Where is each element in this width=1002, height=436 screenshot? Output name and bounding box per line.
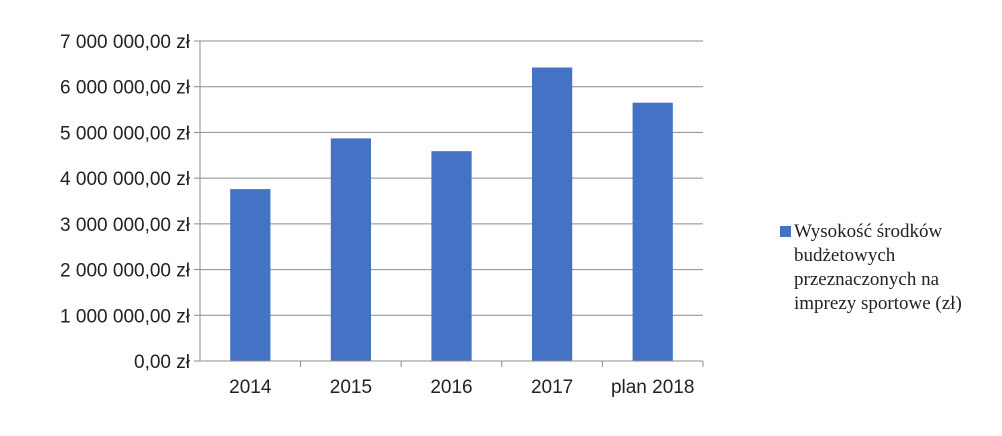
bar (531, 67, 573, 361)
y-axis-tick-label: 0,00 zł (134, 352, 191, 373)
y-axis-tick-label: 3 000 000,00 zł (60, 215, 191, 236)
bar (230, 189, 271, 361)
y-axis-tick-labels: 0,00 zł 1 000 000,00 zł 2 000 000,00 zł 3 0… (60, 32, 200, 373)
legend-swatch (780, 226, 791, 237)
x-axis-category-label: plan 2018 (611, 377, 694, 398)
x-axis-category-labels: 2014 2015 2016 2017 plan 2018 (229, 377, 694, 398)
y-axis-tick-label: 5 000 000,00 zł (60, 123, 191, 144)
bar (330, 138, 372, 361)
y-axis-tick-label: 4 000 000,00 zł (60, 169, 191, 190)
y-axis-tick-label: 6 000 000,00 zł (60, 78, 191, 99)
x-axis-category-label: 2016 (430, 377, 472, 398)
y-axis-tick-label: 7 000 000,00 zł (60, 32, 191, 53)
bar (431, 151, 472, 361)
x-axis-category-label: 2017 (531, 377, 573, 398)
legend-label: Wysokość środków budżetowych przeznaczon… (794, 221, 962, 314)
x-axis-category-label: 2015 (330, 377, 372, 398)
x-axis-category-label: 2014 (229, 377, 272, 398)
bars (230, 67, 673, 361)
legend: Wysokość środków budżetowych przeznaczon… (780, 220, 1002, 316)
x-axis (199, 41, 704, 367)
y-axis-tick-label: 2 000 000,00 zł (60, 261, 191, 282)
bar (632, 102, 673, 361)
y-axis-tick-label: 1 000 000,00 zł (60, 306, 191, 327)
